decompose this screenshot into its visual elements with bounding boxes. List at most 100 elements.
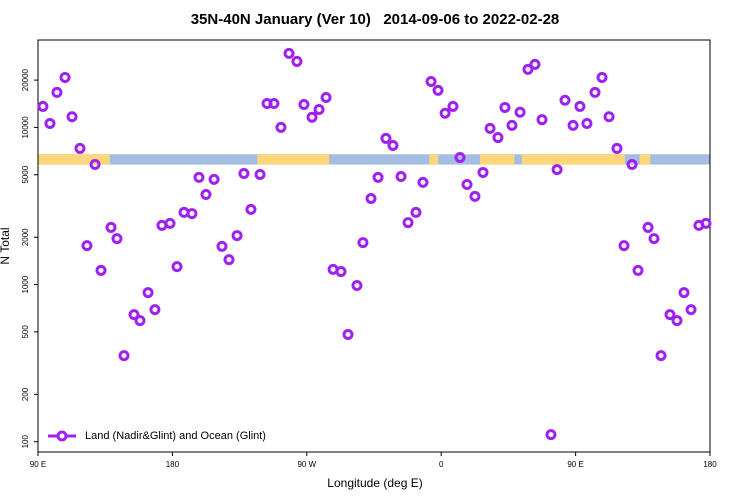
- data-point: [351, 280, 363, 292]
- data-point: [432, 84, 444, 96]
- y-tick-label: 2000: [21, 228, 30, 246]
- data-point: [648, 233, 660, 245]
- data-point: [395, 171, 407, 183]
- y-tick-label: 100: [21, 434, 30, 448]
- data-point: [632, 264, 644, 276]
- y-tick-label: 20000: [21, 68, 30, 91]
- data-point: [700, 217, 712, 229]
- data-point: [118, 350, 130, 362]
- data-point: [342, 329, 354, 341]
- x-tick-label: 90 E: [30, 460, 46, 469]
- data-point: [618, 240, 630, 252]
- data-point: [536, 114, 548, 126]
- data-point: [447, 100, 459, 112]
- data-point: [574, 100, 586, 112]
- data-point: [425, 75, 437, 87]
- data-point: [245, 203, 257, 215]
- data-point: [461, 179, 473, 191]
- ocean-band: [38, 154, 710, 165]
- data-point: [238, 168, 250, 180]
- data-point: [655, 350, 667, 362]
- y-tick-label: 1000: [21, 275, 30, 293]
- data-point: [59, 71, 71, 83]
- data-point: [529, 58, 541, 70]
- data-point: [231, 230, 243, 242]
- data-point: [559, 94, 571, 106]
- x-axis-label: Longitude (deg E): [327, 476, 422, 490]
- data-point: [611, 142, 623, 154]
- y-tick-label: 10000: [21, 116, 30, 139]
- legend-label: Land (Nadir&Glint) and Ocean (Glint): [85, 430, 266, 442]
- data-point: [105, 221, 117, 233]
- x-tick-label: 0: [439, 460, 444, 469]
- data-point: [499, 101, 511, 113]
- data-point: [477, 166, 489, 178]
- land-band: [639, 154, 651, 165]
- data-point: [268, 97, 280, 109]
- data-point: [380, 132, 392, 144]
- data-point: [387, 140, 399, 152]
- data-point: [596, 71, 608, 83]
- data-point: [642, 221, 654, 233]
- x-tick-label: 90 W: [297, 460, 316, 469]
- data-point: [469, 190, 481, 202]
- data-point: [685, 304, 697, 316]
- data-point: [506, 119, 518, 131]
- data-point: [626, 158, 638, 170]
- data-point: [492, 132, 504, 144]
- data-point: [254, 168, 266, 180]
- data-point: [664, 309, 676, 321]
- data-point: [171, 261, 183, 273]
- data-point: [545, 429, 557, 441]
- data-point: [37, 100, 49, 112]
- data-point: [298, 98, 310, 110]
- land-band: [521, 154, 625, 165]
- data-point: [365, 192, 377, 204]
- data-point: [208, 173, 220, 185]
- y-tick-label: 500: [21, 325, 30, 339]
- data-point: [454, 151, 466, 163]
- data-point: [142, 287, 154, 299]
- plot-frame: [37, 39, 711, 453]
- data-point: [589, 86, 601, 98]
- data-point: [357, 237, 369, 249]
- chart-title: 35N-40N January (Ver 10) 2014-09-06 to 2…: [191, 11, 560, 28]
- data-point: [223, 254, 235, 266]
- data-point: [335, 266, 347, 278]
- data-point: [306, 111, 318, 123]
- x-tick-label: 180: [703, 460, 717, 469]
- data-point: [66, 111, 78, 123]
- data-point: [581, 117, 593, 129]
- data-point: [275, 121, 287, 133]
- data-point: [89, 158, 101, 170]
- data-point: [291, 55, 303, 67]
- x-tick-label: 90 E: [567, 460, 583, 469]
- y-tick-label: 200: [21, 387, 30, 401]
- data-point: [216, 240, 228, 252]
- data-point: [372, 171, 384, 183]
- data-point: [522, 63, 534, 75]
- data-point: [320, 92, 332, 104]
- data-point: [149, 304, 161, 316]
- land-band: [480, 154, 515, 165]
- data-point: [313, 104, 325, 116]
- data-point: [417, 176, 429, 188]
- data-point: [81, 240, 93, 252]
- data-point: [164, 217, 176, 229]
- land-band: [38, 154, 110, 165]
- data-point: [484, 122, 496, 134]
- y-axis-label: N Total: [0, 227, 12, 264]
- legend-marker: [56, 430, 68, 442]
- data-point: [95, 264, 107, 276]
- data-point: [200, 189, 212, 201]
- data-point: [603, 111, 615, 123]
- x-tick-label: 180: [166, 460, 180, 469]
- data-point: [402, 217, 414, 229]
- y-tick-label: 5000: [21, 165, 30, 183]
- land-band: [429, 154, 439, 165]
- data-point: [128, 309, 140, 321]
- land-band: [257, 154, 330, 165]
- data-point: [671, 315, 683, 327]
- data-point: [514, 106, 526, 118]
